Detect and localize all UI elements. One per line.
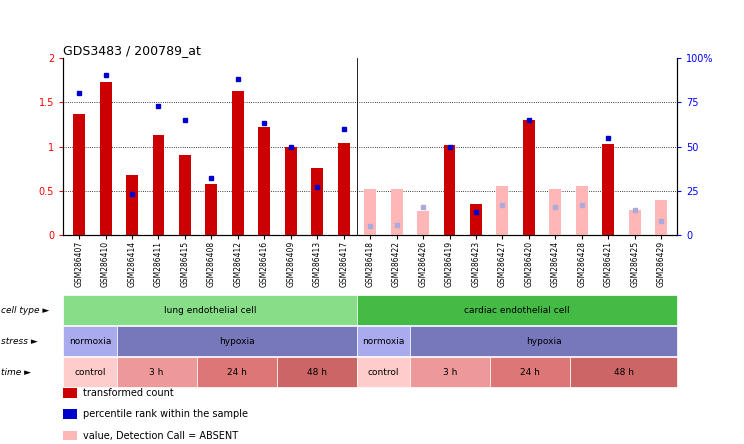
- Bar: [470, 204, 482, 235]
- Bar: [285, 147, 297, 235]
- Bar: [73, 114, 85, 235]
- Text: 3 h: 3 h: [443, 368, 458, 377]
- Text: control: control: [368, 368, 400, 377]
- Text: transformed count: transformed count: [83, 388, 173, 398]
- Text: percentile rank within the sample: percentile rank within the sample: [83, 409, 248, 419]
- Text: time ►: time ►: [1, 368, 31, 377]
- Bar: [100, 82, 112, 235]
- Bar: [549, 189, 561, 235]
- Text: 3 h: 3 h: [150, 368, 164, 377]
- Bar: [338, 143, 350, 235]
- Text: cell type ►: cell type ►: [1, 305, 50, 315]
- Bar: [603, 144, 615, 235]
- Text: normoxia: normoxia: [362, 337, 405, 346]
- Bar: [655, 200, 667, 235]
- Text: hypoxia: hypoxia: [526, 337, 562, 346]
- Text: hypoxia: hypoxia: [219, 337, 254, 346]
- Bar: [391, 189, 403, 235]
- Text: normoxia: normoxia: [68, 337, 111, 346]
- Bar: [417, 211, 429, 235]
- Bar: [629, 210, 641, 235]
- Bar: [126, 175, 138, 235]
- Text: value, Detection Call = ABSENT: value, Detection Call = ABSENT: [83, 431, 238, 440]
- Text: stress ►: stress ►: [1, 337, 38, 346]
- Bar: [153, 135, 164, 235]
- Text: 48 h: 48 h: [614, 368, 634, 377]
- Text: control: control: [74, 368, 106, 377]
- Bar: [443, 145, 455, 235]
- Bar: [311, 168, 323, 235]
- Text: cardiac endothelial cell: cardiac endothelial cell: [464, 305, 570, 315]
- Bar: [258, 127, 270, 235]
- Text: GDS3483 / 200789_at: GDS3483 / 200789_at: [63, 44, 201, 56]
- Text: 24 h: 24 h: [227, 368, 247, 377]
- Bar: [496, 186, 508, 235]
- Text: 48 h: 48 h: [307, 368, 327, 377]
- Text: lung endothelial cell: lung endothelial cell: [164, 305, 256, 315]
- Bar: [232, 91, 244, 235]
- Bar: [364, 189, 376, 235]
- Bar: [576, 186, 588, 235]
- Bar: [179, 155, 191, 235]
- Bar: [205, 184, 217, 235]
- Bar: [523, 120, 535, 235]
- Text: 24 h: 24 h: [520, 368, 540, 377]
